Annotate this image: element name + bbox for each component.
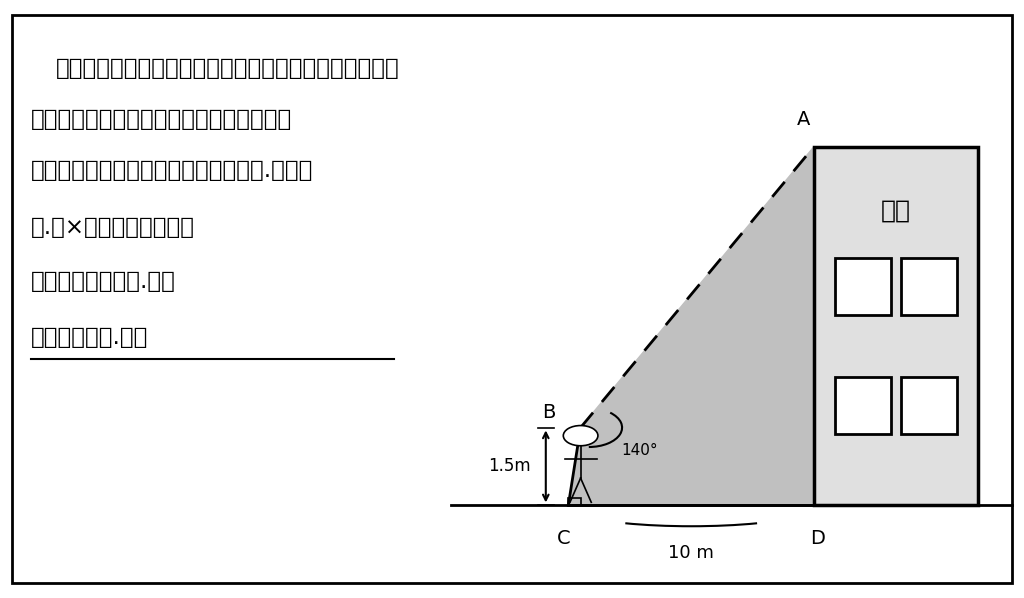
Text: 1.5m: 1.5m (487, 457, 530, 475)
Bar (901, 258, 957, 315)
Text: ＣＤを５㎝にすると、ＡＤを測ると６.７㎝。: ＣＤを５㎝にすると、ＡＤを測ると６.７㎝。 (31, 159, 313, 182)
Circle shape (563, 426, 598, 446)
Text: 10 m: 10 m (669, 544, 714, 562)
Text: B: B (542, 402, 555, 422)
Text: C: C (556, 529, 570, 548)
Bar (835, 377, 891, 434)
Text: 140°: 140° (622, 443, 658, 457)
Text: D: D (810, 529, 824, 548)
Bar (835, 258, 891, 315)
Text: A: A (797, 109, 811, 129)
Text: 台形ＡＢＣＤを作って、必要な長さや角の大きさを測: 台形ＡＢＣＤを作って、必要な長さや角の大きさを測 (56, 57, 400, 80)
Text: り、その台形の縮図を描いて求めました。: り、その台形の縮図を描いて求めました。 (31, 108, 292, 131)
Bar (901, 377, 957, 434)
Bar (814, 147, 978, 505)
Bar (568, 498, 581, 505)
Text: 答え　約１３.４ｍ: 答え 約１３.４ｍ (31, 327, 148, 349)
Text: ６.７×２００＝１３４０: ６.７×２００＝１３４０ (31, 216, 195, 239)
Text: 校舎: 校舎 (881, 199, 911, 223)
Text: １３４０㎝＝１３.４ｍ: １３４０㎝＝１３.４ｍ (31, 270, 175, 292)
Polygon shape (568, 147, 814, 505)
